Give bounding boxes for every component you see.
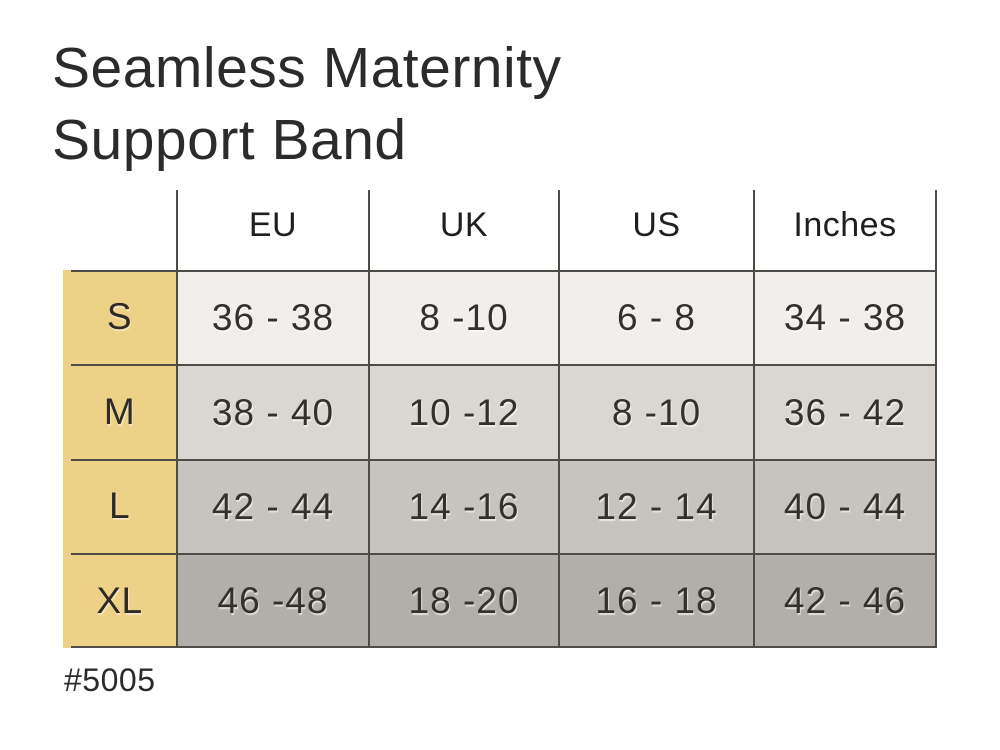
row-label-m: M: [63, 364, 176, 459]
column-header-eu: EU: [176, 190, 368, 270]
cell-m-us: 8 -10: [558, 364, 753, 459]
row-label-s: S: [63, 270, 176, 364]
page-title-line2: Support Band: [52, 108, 407, 173]
page-title: Seamless Maternity Support Band: [52, 32, 562, 177]
cell-s-inches: 34 - 38: [753, 270, 937, 364]
cell-xl-inches: 42 - 46: [753, 553, 937, 648]
column-header-uk: UK: [368, 190, 558, 270]
cell-m-eu: 38 - 40: [176, 364, 368, 459]
column-header-us: US: [558, 190, 753, 270]
cell-xl-us: 16 - 18: [558, 553, 753, 648]
row-label-l: L: [63, 459, 176, 553]
cell-s-eu: 36 - 38: [176, 270, 368, 364]
cell-s-us: 6 - 8: [558, 270, 753, 364]
product-code: #5005: [64, 662, 156, 698]
cell-xl-eu: 46 -48: [176, 553, 368, 648]
column-header-inches: Inches: [753, 190, 937, 270]
cell-m-inches: 36 - 42: [753, 364, 937, 459]
table-corner-cell: [63, 190, 176, 270]
cell-l-us: 12 - 14: [558, 459, 753, 553]
cell-l-eu: 42 - 44: [176, 459, 368, 553]
size-chart-table: EU UK US Inches S 36 - 38 8 -10 6 - 8 34…: [63, 190, 937, 648]
cell-m-uk: 10 -12: [368, 364, 558, 459]
cell-l-inches: 40 - 44: [753, 459, 937, 553]
page-title-line1: Seamless Maternity: [52, 36, 562, 100]
row-label-xl: XL: [63, 553, 176, 648]
cell-s-uk: 8 -10: [368, 270, 558, 364]
cell-xl-uk: 18 -20: [368, 553, 558, 648]
cell-l-uk: 14 -16: [368, 459, 558, 553]
